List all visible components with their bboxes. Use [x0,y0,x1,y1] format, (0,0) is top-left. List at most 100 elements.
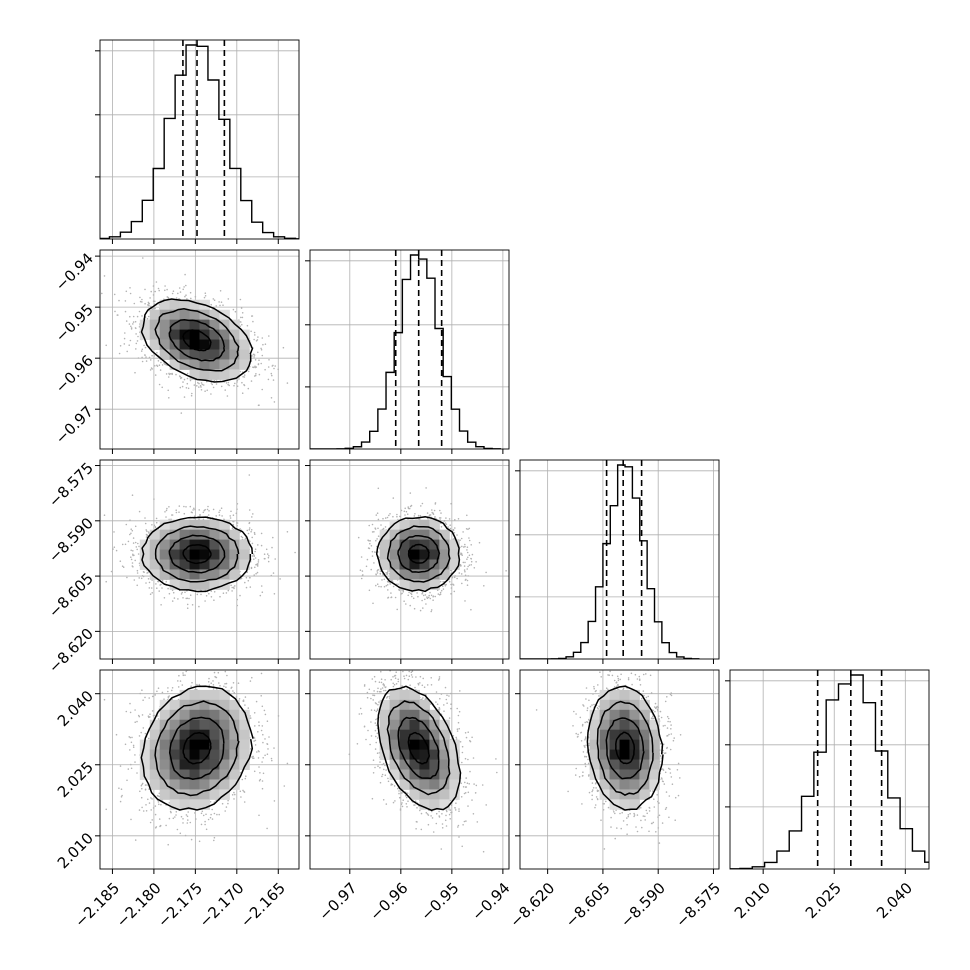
density-bin [439,529,450,541]
density-bin [589,759,601,770]
panel-frame [309,459,510,660]
density-bin [179,539,191,551]
density-bin [219,709,230,721]
density-bin [229,329,240,341]
density-bin [179,779,191,790]
density-bin [139,549,151,560]
density-bin [399,689,410,701]
density-bin [169,309,181,321]
density-bin [399,739,410,751]
contour-level-0 [182,731,212,765]
density-bin [449,769,460,780]
density-panel-3-1: −0.97 −0.96 −0.95 −0.94 [305,669,514,924]
density-bin [629,779,640,790]
density-bin [439,559,450,570]
density-bin [399,519,410,531]
density-bin [619,689,630,701]
density-bin [649,729,660,741]
density-bin [169,329,181,341]
y-tick-label: −0.97 [52,402,97,447]
density-bin [439,749,450,761]
density-bin [609,759,620,770]
density-bin [389,729,401,741]
density-bin [629,719,640,731]
contour-level-0 [407,543,430,564]
x-tick-label: −2.180 [113,879,165,931]
y-tick-label: −8.575 [45,459,97,511]
density-bin [229,569,240,580]
density-bin [389,559,401,570]
density-bin [199,559,210,570]
density-bin [209,539,220,551]
density-bin [209,739,220,751]
density-bin [639,759,650,770]
y-tick-label: −0.96 [52,351,97,396]
density-bin [149,319,161,331]
x-tick-label: −8.605 [562,879,614,931]
density-bin [139,559,151,570]
panel-frame [729,669,930,870]
density-bin [409,559,420,570]
density-bin [179,339,191,350]
density-bin [159,549,171,560]
density-bin [449,749,460,761]
density-bin [179,309,191,321]
density-bin [429,749,440,761]
density-bin [389,749,401,761]
density-bin [639,719,650,731]
density-bin [429,539,440,551]
density-bin [429,739,440,751]
density-bin [179,519,191,531]
density-bin [219,739,230,751]
density-bin [219,329,230,341]
density-bin [629,729,640,741]
density-bin [399,709,410,721]
density-bin [139,749,151,761]
density-bin [199,799,210,810]
density-bin [619,779,630,790]
density-bin [419,579,430,590]
density-bin [229,349,240,360]
density-bin [649,779,660,790]
density-bin [239,559,250,570]
density-bin [219,699,230,711]
contour-level-3 [140,298,254,383]
density-bin [409,779,420,790]
contour-level-3 [375,516,461,593]
y-tick-label: −8.620 [45,625,97,677]
density-bin [439,799,450,810]
density-bin [209,749,220,761]
density-bin [209,719,220,731]
density-bin [419,749,430,761]
density-bin [209,729,220,741]
density-bin [409,739,420,751]
density-bin [159,559,171,570]
density-bin [209,319,220,331]
density-bin [229,539,240,551]
density-bin [389,519,401,531]
density-bin [619,769,630,780]
density-bin [189,779,200,790]
density-bin [599,709,611,721]
density-bin [239,759,250,770]
density-bin [209,689,220,701]
density-bin [159,759,171,770]
density-bin [159,529,171,541]
density-bin [389,549,401,560]
contour-level-2 [386,525,451,583]
density-bin [429,719,440,731]
density-bin [169,529,181,541]
density-bin [209,549,220,560]
contour-level-1 [397,716,440,780]
density-bin [389,709,401,721]
density-bin [189,349,200,360]
density-bin [639,709,650,721]
contour-level-1 [397,534,441,573]
density-bin [179,759,191,770]
density-bin [609,709,620,721]
density-bin [199,699,210,711]
density-bin [229,339,240,350]
density-bin [399,729,410,741]
density-bin [189,749,200,761]
density-bin [149,759,161,770]
